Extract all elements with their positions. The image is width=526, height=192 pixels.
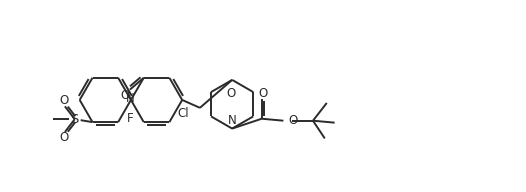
Text: N: N — [126, 93, 134, 105]
Text: O: O — [258, 87, 267, 100]
Text: O: O — [59, 94, 68, 107]
Text: N: N — [228, 114, 237, 127]
Text: S: S — [70, 113, 79, 126]
Text: O: O — [288, 114, 298, 127]
Text: O: O — [120, 89, 129, 102]
Text: Cl: Cl — [177, 107, 189, 120]
Text: O: O — [227, 87, 236, 100]
Text: O: O — [59, 131, 68, 144]
Text: F: F — [127, 112, 134, 125]
